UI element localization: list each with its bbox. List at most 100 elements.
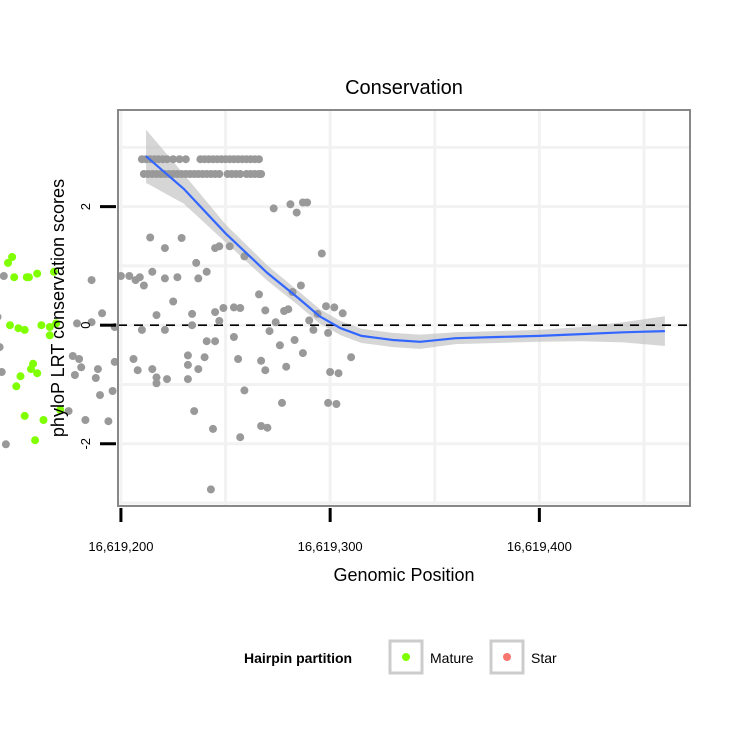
data-point xyxy=(152,373,161,382)
confidence-ribbon xyxy=(146,129,665,349)
data-point xyxy=(194,365,203,374)
data-point xyxy=(209,424,217,433)
data-point-mature xyxy=(31,436,40,445)
data-point xyxy=(265,327,274,336)
data-point-mature xyxy=(50,267,58,276)
data-point xyxy=(146,233,155,242)
data-point xyxy=(305,316,314,325)
data-point-mature xyxy=(20,325,29,334)
data-point xyxy=(290,336,299,344)
data-point xyxy=(326,368,335,376)
data-point-mature xyxy=(16,372,25,381)
legend-label-star: Star xyxy=(531,650,557,666)
data-point xyxy=(163,375,171,384)
data-point xyxy=(309,325,318,334)
data-point xyxy=(169,297,178,306)
data-point xyxy=(240,386,249,395)
confidence-band xyxy=(146,129,665,349)
data-point xyxy=(347,353,356,362)
data-point xyxy=(292,208,301,217)
data-point xyxy=(188,321,197,330)
x-tick-label: 16,619,300 xyxy=(298,539,363,554)
data-point xyxy=(70,371,79,379)
data-point xyxy=(73,319,81,328)
data-point xyxy=(125,272,134,280)
data-point xyxy=(202,267,211,276)
data-point xyxy=(257,170,266,178)
data-point-mature xyxy=(52,319,61,328)
data-point xyxy=(255,155,263,164)
data-point xyxy=(133,366,142,375)
data-point xyxy=(98,309,107,318)
data-point xyxy=(188,309,197,318)
data-point xyxy=(303,198,312,207)
data-point xyxy=(0,313,2,321)
data-point xyxy=(334,369,343,378)
data-point xyxy=(183,375,192,384)
data-point xyxy=(263,423,272,432)
data-point xyxy=(0,368,6,376)
data-point xyxy=(282,362,291,371)
data-point xyxy=(192,258,201,267)
chart-title: Conservation xyxy=(345,77,463,99)
data-point-mature xyxy=(45,323,54,331)
data-point xyxy=(275,341,284,350)
data-point xyxy=(298,349,307,358)
data-point xyxy=(215,170,224,178)
data-point-mature xyxy=(4,258,12,267)
data-point-mature xyxy=(10,273,19,282)
data-point xyxy=(81,416,90,424)
data-point xyxy=(257,356,266,365)
data-point xyxy=(324,328,333,337)
legend-mature-swatch xyxy=(402,653,410,661)
data-point xyxy=(236,170,245,178)
data-point-mature xyxy=(45,331,54,340)
data-point xyxy=(152,311,161,320)
data-point xyxy=(269,204,278,213)
data-point xyxy=(229,303,238,312)
data-point xyxy=(64,407,73,416)
data-point xyxy=(93,365,102,374)
data-point xyxy=(0,343,4,352)
data-point xyxy=(211,337,220,346)
data-point xyxy=(332,400,341,408)
data-point xyxy=(278,398,286,407)
data-point xyxy=(91,374,100,382)
data-point xyxy=(77,363,86,372)
legend: Hairpin partition Mature Star xyxy=(244,639,557,675)
plot-panel xyxy=(118,110,690,506)
legend-title: Hairpin partition xyxy=(244,650,352,666)
data-point xyxy=(163,155,171,164)
data-point xyxy=(129,355,138,363)
data-point xyxy=(108,387,117,395)
points xyxy=(0,155,356,494)
legend-star-swatch xyxy=(503,653,511,661)
data-point xyxy=(75,355,84,363)
data-point xyxy=(183,360,192,369)
axes: 16,619,200 16,619,300 16,619,400 -2 0 2 xyxy=(78,203,572,554)
legend-key-star xyxy=(489,639,525,675)
data-point xyxy=(225,242,234,251)
data-point xyxy=(229,333,238,341)
data-point xyxy=(1,440,10,449)
data-point xyxy=(322,302,330,311)
data-point xyxy=(160,325,169,334)
data-point xyxy=(160,244,169,253)
data-point xyxy=(173,273,182,282)
data-point xyxy=(0,272,8,280)
data-point xyxy=(160,274,169,283)
smooth-line xyxy=(145,155,665,343)
data-point xyxy=(87,318,96,327)
data-point xyxy=(261,366,270,375)
data-point xyxy=(175,155,184,164)
data-point xyxy=(135,273,144,282)
data-point-mature xyxy=(33,269,42,278)
x-tick-label: 16,619,400 xyxy=(507,539,572,554)
data-point xyxy=(257,422,266,430)
data-point xyxy=(148,267,157,276)
data-point xyxy=(215,242,224,251)
data-point-mature xyxy=(37,321,46,330)
data-point xyxy=(110,357,119,366)
data-point xyxy=(202,337,211,346)
data-point xyxy=(261,306,270,315)
